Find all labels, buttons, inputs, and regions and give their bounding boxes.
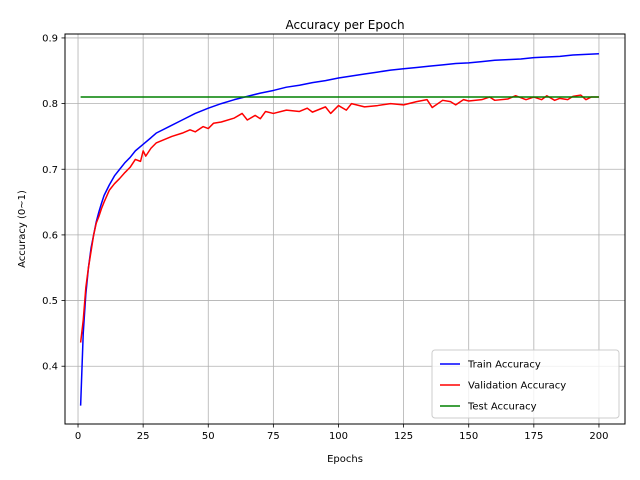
x-tick-label: 25 — [137, 431, 150, 442]
x-tick-label: 150 — [459, 431, 478, 442]
y-tick-label: 0.6 — [42, 230, 58, 241]
y-tick-label: 0.8 — [42, 99, 58, 110]
legend-label: Train Accuracy — [467, 360, 541, 371]
x-axis-label: Epochs — [327, 454, 363, 465]
y-axis-label: Accuracy (0~1) — [17, 190, 28, 268]
y-tick-label: 0.7 — [42, 165, 58, 176]
y-tick-label: 0.9 — [42, 33, 58, 44]
x-tick-label: 175 — [524, 431, 543, 442]
y-tick-label: 0.4 — [42, 362, 58, 373]
legend: Train Accuracy Validation Accuracy Test Ac… — [431, 349, 620, 419]
legend-label: Validation Accuracy — [468, 381, 566, 392]
plot-frame — [64, 33, 626, 425]
x-tick-label: 0 — [75, 431, 81, 442]
x-tick-label: 200 — [589, 431, 608, 442]
series-lines — [79, 52, 599, 406]
chart-title: Accuracy per Epoch — [285, 18, 404, 32]
legend-box — [431, 349, 620, 419]
legend-label: Test Accuracy — [467, 402, 537, 413]
axis-ticks: 0 25 50 75 100 125 150 175 200 0.4 0.5 0.6 0.7 0.8 0.9 — [42, 33, 608, 442]
series-line-1 — [79, 52, 599, 406]
y-tick-label: 0.5 — [42, 296, 58, 307]
x-tick-label: 50 — [202, 431, 215, 442]
x-tick-label: 75 — [267, 431, 280, 442]
x-tick-label: 125 — [394, 431, 413, 442]
x-tick-label: 100 — [329, 431, 348, 442]
